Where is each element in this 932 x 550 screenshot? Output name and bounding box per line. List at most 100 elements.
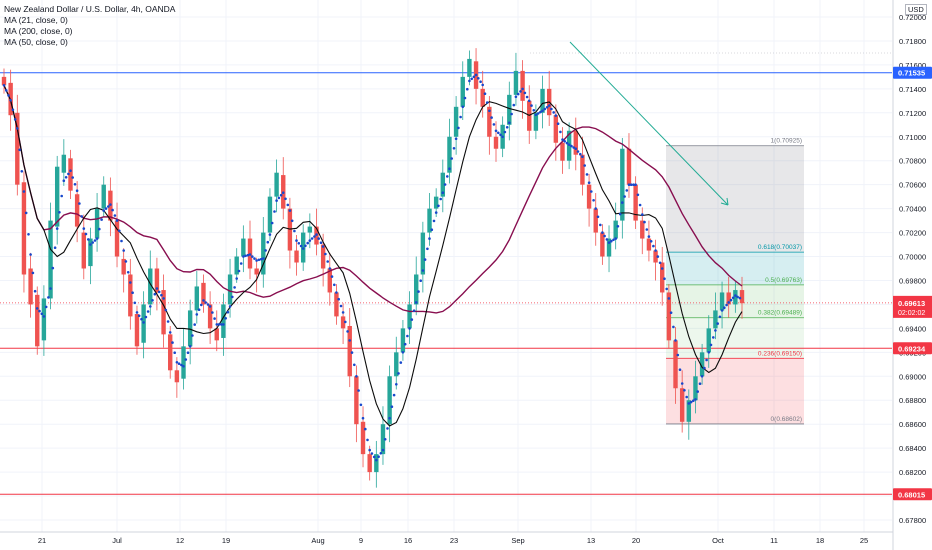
ma21-dot (69, 169, 72, 172)
ma21-dot (27, 233, 30, 236)
candle-body (334, 292, 339, 317)
ma21-dot (62, 179, 66, 182)
ma21-dot (720, 309, 724, 312)
ma200-legend[interactable]: MA (200, close, 0) (4, 26, 73, 36)
ma21-dot (616, 225, 620, 228)
ma21-dot (525, 95, 529, 99)
ma21-dot (40, 312, 44, 316)
candle-body (560, 142, 565, 161)
ma21-dot (483, 92, 487, 95)
candle-body (540, 88, 545, 113)
trendline-arrow[interactable] (569, 41, 729, 206)
ma21-dot (607, 241, 611, 244)
ma21-dot (468, 79, 471, 83)
ma21-dot (75, 189, 79, 192)
candle-body (480, 88, 485, 107)
ma21-dot (102, 209, 105, 212)
ma21-dot (264, 249, 267, 252)
ma21-dot (676, 353, 680, 357)
candle-body (719, 292, 725, 311)
fib-zone (666, 252, 804, 285)
ma21-dot (629, 183, 633, 186)
ma21-dot (268, 233, 272, 236)
ma21-dot (401, 351, 405, 354)
ma21-dot (171, 341, 174, 344)
ma21-dot (197, 308, 201, 312)
ma21-dot (457, 126, 460, 130)
ma21-dot (346, 330, 349, 333)
candle-body (94, 208, 100, 239)
ma21-legend[interactable]: MA (21, close, 0) (4, 15, 68, 25)
candle-body (327, 268, 332, 293)
x-tick-label: Sep (511, 536, 524, 545)
ma21-dot (729, 298, 733, 302)
candle-body (580, 154, 585, 185)
ma21-dot (310, 237, 314, 240)
ma21-dot (11, 108, 15, 112)
candle-body (354, 376, 359, 425)
ma21-dot (572, 146, 575, 149)
ma21-dot (700, 375, 704, 378)
horizontal-levels[interactable] (0, 72, 892, 495)
ma21-dot (98, 227, 101, 231)
ma21-dot (53, 246, 57, 249)
candle-body (48, 220, 53, 299)
ma21-dot (215, 323, 219, 326)
ma21-dot (180, 363, 183, 367)
ma21-dot (434, 211, 438, 214)
candle-body (440, 172, 446, 197)
x-tick-label: 11 (770, 536, 778, 545)
ma21-dot (202, 299, 205, 302)
candle-body (713, 310, 718, 329)
ma21-dot (58, 211, 61, 214)
x-tick-label: 19 (222, 536, 230, 545)
ma21-dot (479, 80, 482, 83)
ma21-dot (712, 336, 715, 339)
ma21-dot (463, 96, 467, 100)
ma21-dot (603, 234, 606, 238)
ma21-dot (707, 351, 711, 354)
candle-body (414, 274, 419, 305)
ma21-dot (184, 358, 188, 361)
price-axis[interactable]: 0.72000 0.71800 0.71600 0.71400 0.71200 0.710… (892, 0, 932, 550)
ma50-legend[interactable]: MA (50, close, 0) (4, 37, 68, 47)
ma21-dot (601, 231, 604, 234)
ma21-dot (162, 297, 165, 300)
ma21-dot (379, 452, 383, 455)
candle-body (626, 148, 632, 185)
y-tick-label: 0.69800 (899, 276, 926, 285)
ma21-dot (419, 279, 423, 283)
candle-body (433, 196, 439, 209)
ma21-dot (341, 311, 345, 314)
fib-level-label: 0(0.68602) (771, 416, 802, 423)
ma21-dot (313, 235, 316, 238)
ma21-dot (539, 110, 542, 114)
ma21-dot (120, 239, 123, 243)
ma21-dot (220, 323, 223, 326)
time-axis[interactable]: 21 Jul 12 19 Aug 9 16 23 Sep 13 20 Oct 11 18 25 (0, 531, 893, 545)
candle-body (121, 258, 126, 275)
ma21-dot (107, 205, 110, 208)
ma21-dot (200, 303, 203, 307)
ma21-dot (233, 286, 236, 289)
ma21-dot (299, 244, 303, 248)
candle-body (487, 106, 492, 137)
x-tick-label: 20 (632, 536, 640, 545)
ma21-dot (621, 201, 624, 204)
candle-body (613, 220, 618, 239)
x-tick-label: 25 (860, 536, 868, 545)
y-tick-label: 0.71800 (899, 37, 926, 46)
ma21-dot (388, 416, 391, 420)
candle-body (207, 304, 213, 329)
y-tick-label: 0.71200 (899, 109, 926, 118)
candle-body (360, 421, 366, 455)
currency-label[interactable]: USD (905, 4, 927, 15)
ma21-dot (412, 309, 416, 313)
ma21-dot (532, 109, 536, 112)
ma21-dot (490, 116, 493, 119)
ma21-dot (308, 239, 312, 242)
ma21-dot (590, 190, 593, 193)
ma21-dot (288, 209, 292, 212)
symbol-title[interactable]: New Zealand Dollar / U.S. Dollar, 4h, OA… (4, 4, 176, 14)
